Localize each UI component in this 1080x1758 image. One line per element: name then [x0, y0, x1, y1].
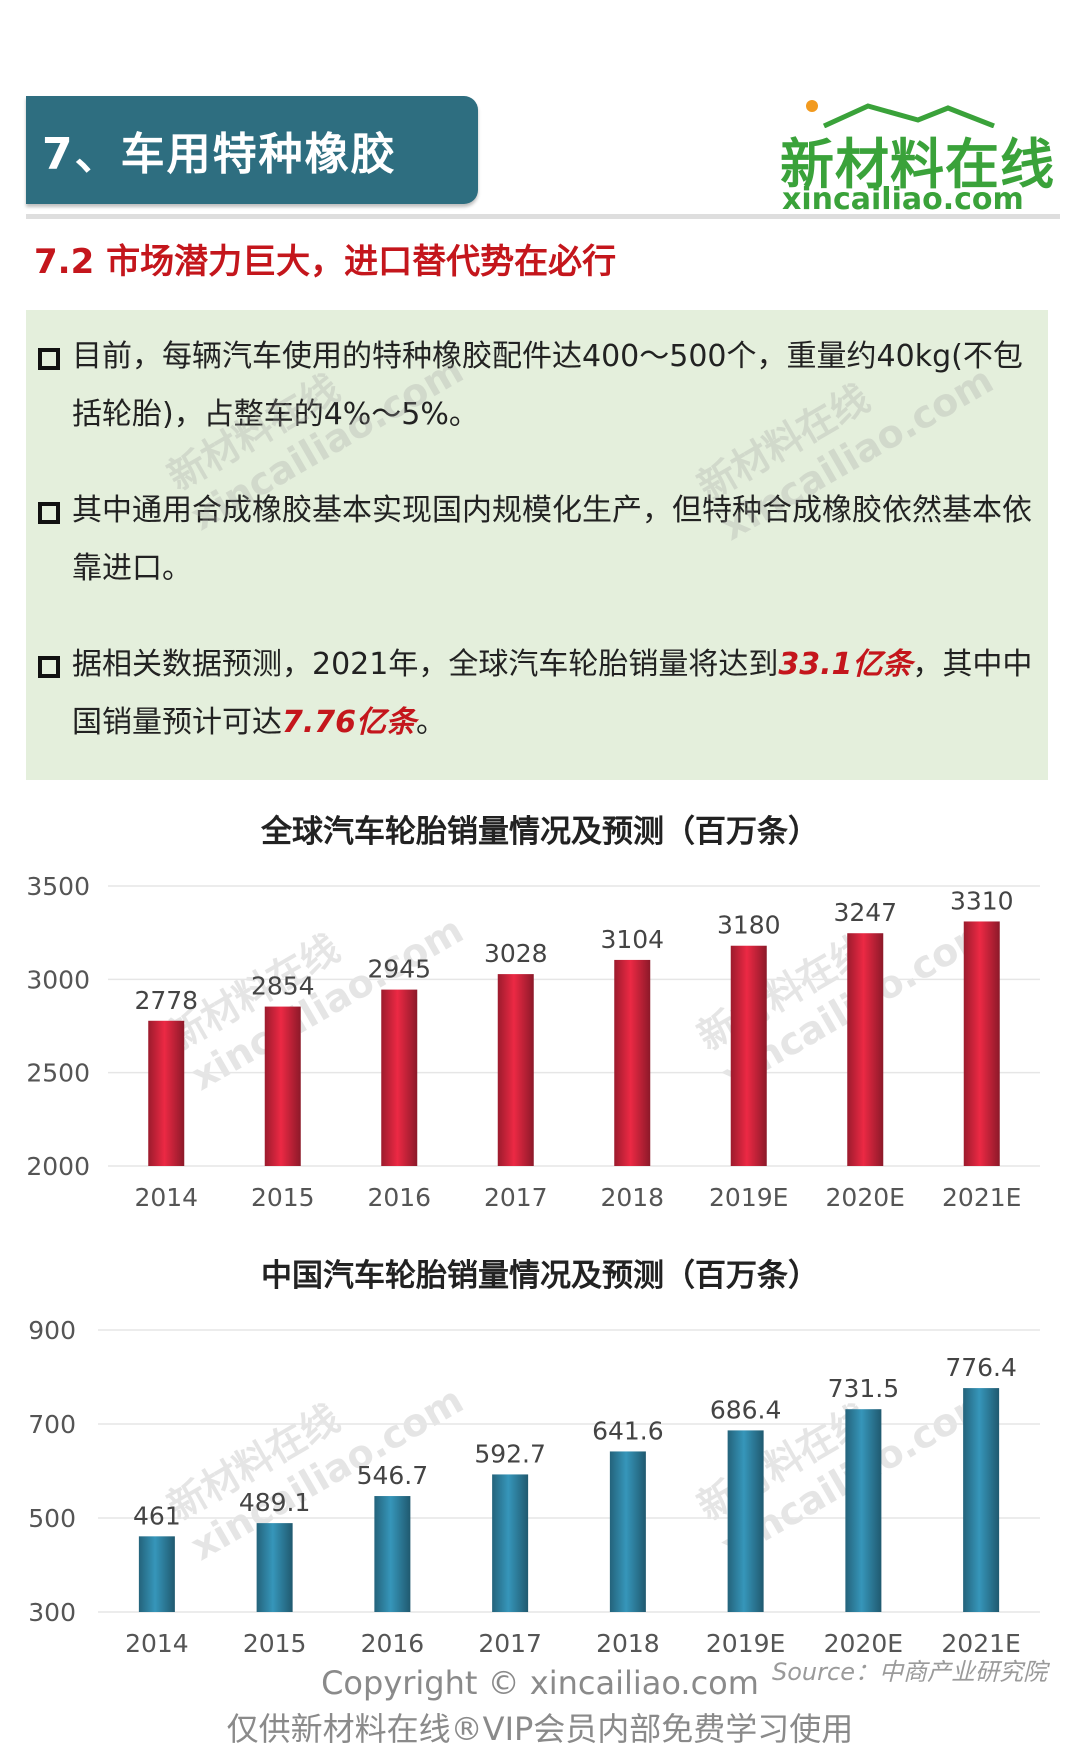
highlight-china-total: 7.76亿条 — [282, 705, 417, 740]
data-label: 592.7 — [474, 1439, 546, 1468]
section-title: 7、车用特种橡胶 — [42, 129, 397, 180]
bullet-text: 据相关数据预测，2021年，全球汽车轮胎销量将达到33.1亿条，其中中国销量预计… — [38, 636, 1038, 752]
global-tire-sales-chart: 2000 2500 3000 3500 2778 2014 2854 2015 2945 2016… — [26, 872, 1040, 1212]
y-tick-label: 900 — [28, 1316, 76, 1345]
y-tick-label: 3500 — [26, 872, 90, 901]
header-divider — [26, 214, 1060, 219]
data-label: 489.1 — [239, 1488, 311, 1517]
x-tick-label: 2020E — [824, 1629, 903, 1658]
section-subtitle: 7.2 市场潜力巨大，进口替代势在必行 — [34, 242, 617, 282]
data-label: 776.4 — [945, 1353, 1017, 1382]
x-tick-label: 2016 — [361, 1629, 425, 1658]
bullet-item: 其中通用合成橡胶基本实现国内规模化生产，但特种合成橡胶依然基本依靠进口。 — [38, 482, 1038, 598]
global-chart-title: 全球汽车轮胎销量情况及预测（百万条） — [261, 814, 819, 850]
data-label: 3180 — [717, 911, 781, 940]
china-tire-sales-chart: 300 500 700 900 461 2014 489.1 2015 546.7 2016 592… — [28, 1316, 1040, 1658]
data-label: 3104 — [600, 925, 664, 954]
bar — [374, 1496, 411, 1612]
data-label: 2778 — [134, 986, 198, 1015]
x-tick-label: 2017 — [478, 1629, 542, 1658]
y-tick-label: 3000 — [26, 965, 90, 994]
bar — [609, 1451, 646, 1612]
x-tick-label: 2021E — [941, 1629, 1020, 1658]
y-tick-label: 500 — [28, 1504, 76, 1533]
bar — [963, 921, 1000, 1166]
x-tick-label: 2020E — [826, 1183, 905, 1212]
y-tick-label: 2000 — [26, 1152, 90, 1181]
bar — [381, 989, 418, 1166]
brand-logo: 新材料在线 xincailiao.com — [770, 96, 1070, 217]
data-label: 3310 — [950, 886, 1014, 915]
vip-notice: 仅供新材料在线®VIP会员内部免费学习使用 — [226, 1710, 854, 1748]
highlight-global-total: 33.1亿条 — [778, 647, 913, 682]
x-tick-label: 2017 — [484, 1183, 548, 1212]
bar — [264, 1006, 301, 1166]
brand-name-en: xincailiao.com — [782, 182, 1024, 217]
bullet-text-part: ，其中中国销量预计可达 — [72, 647, 1033, 740]
house-roof-icon — [806, 100, 995, 128]
bullet-text: 其中通用合成橡胶基本实现国内规模化生产，但特种合成橡胶依然基本依靠进口。 — [72, 493, 1032, 586]
china-chart-title: 中国汽车轮胎销量情况及预测（百万条） — [261, 1258, 819, 1294]
data-label: 3247 — [833, 898, 897, 927]
copyright-text: Copyright © xincailiao.com — [321, 1664, 759, 1702]
bar — [497, 974, 534, 1166]
x-tick-label: 2021E — [942, 1183, 1021, 1212]
data-label: 2945 — [367, 955, 431, 984]
bar — [847, 933, 884, 1166]
brand-name-cn: 新材料在线 — [780, 133, 1055, 196]
x-tick-label: 2019E — [709, 1183, 788, 1212]
checkbox-square-icon — [38, 656, 60, 678]
x-tick-label: 2015 — [251, 1183, 315, 1212]
bar — [845, 1409, 882, 1612]
data-label: 641.6 — [592, 1416, 664, 1445]
source-note: Source：中商产业研究院 — [772, 1658, 1047, 1686]
bullet-text-part: 。 — [416, 705, 447, 740]
x-tick-label: 2016 — [367, 1183, 431, 1212]
bullet-panel: 目前，每辆汽车使用的特种橡胶配件达400～500个，重量约40kg(不包括轮胎)… — [26, 310, 1048, 780]
bar — [148, 1020, 185, 1166]
y-tick-label: 700 — [28, 1410, 76, 1439]
data-label: 3028 — [484, 939, 548, 968]
bar — [492, 1474, 529, 1612]
bullet-item: 目前，每辆汽车使用的特种橡胶配件达400～500个，重量约40kg(不包括轮胎)… — [38, 328, 1038, 444]
bar — [727, 1430, 764, 1612]
bar — [256, 1523, 293, 1612]
bar — [614, 959, 651, 1166]
data-label: 546.7 — [357, 1461, 429, 1490]
bullet-text: 目前，每辆汽车使用的特种橡胶配件达400～500个，重量约40kg(不包括轮胎)… — [72, 339, 1023, 432]
bar — [730, 945, 767, 1166]
y-tick-label: 300 — [28, 1598, 76, 1627]
section-header: 7、车用特种橡胶 — [26, 96, 478, 204]
y-tick-label: 2500 — [26, 1059, 90, 1088]
bullet-text-part: 据相关数据预测，2021年，全球汽车轮胎销量将达到 — [72, 647, 779, 682]
checkbox-square-icon — [38, 502, 60, 524]
x-tick-label: 2015 — [243, 1629, 307, 1658]
data-label: 461 — [133, 1501, 181, 1530]
bullet-item: 据相关数据预测，2021年，全球汽车轮胎销量将达到33.1亿条，其中中国销量预计… — [38, 636, 1038, 752]
data-label: 731.5 — [828, 1374, 900, 1403]
x-tick-label: 2018 — [600, 1183, 664, 1212]
checkbox-square-icon — [38, 348, 60, 370]
x-tick-label: 2018 — [596, 1629, 660, 1658]
data-label: 686.4 — [710, 1395, 782, 1424]
bar — [138, 1536, 175, 1612]
x-tick-label: 2014 — [134, 1183, 198, 1212]
bar — [963, 1388, 1000, 1612]
x-tick-label: 2014 — [125, 1629, 189, 1658]
data-label: 2854 — [251, 972, 315, 1001]
x-tick-label: 2019E — [706, 1629, 785, 1658]
